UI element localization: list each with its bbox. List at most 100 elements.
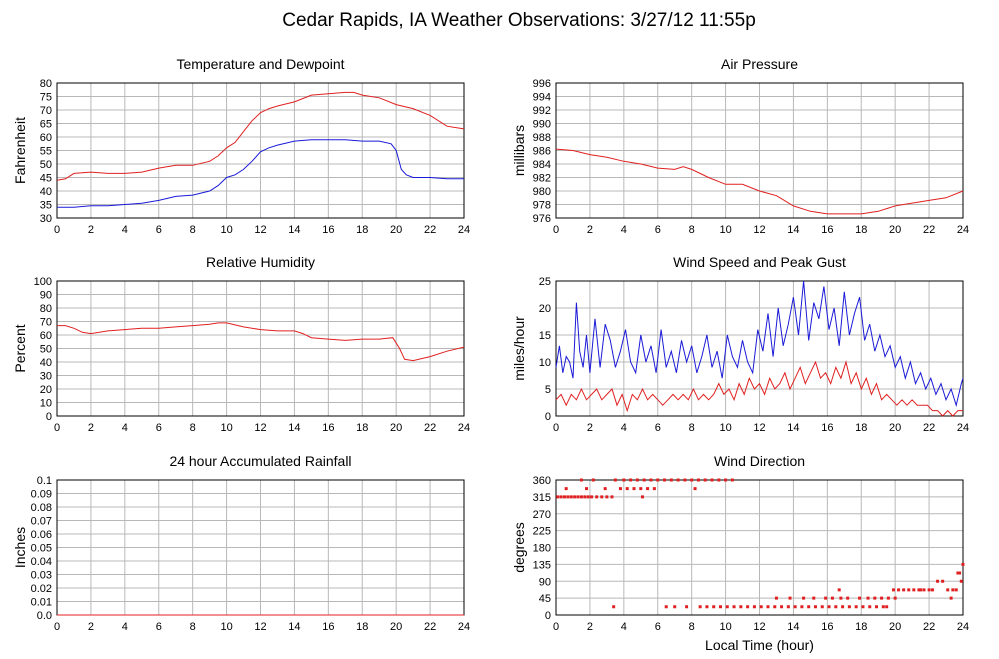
scatter-point — [922, 588, 926, 592]
y-tick-label: 10 — [539, 357, 551, 369]
y-tick-label: 15 — [539, 330, 551, 342]
scatter-point — [813, 605, 817, 609]
scatter-point — [941, 579, 945, 583]
scatter-point — [622, 478, 626, 482]
chart-rain: 0 2 4 6 8 10 12 14 16 18 20 22 240.00.010.020.030.04… — [12, 453, 470, 633]
y-tick-label: 10 — [40, 398, 52, 410]
x-tick-label: 20 — [390, 224, 402, 236]
y-tick-label: 986 — [533, 146, 551, 158]
series-line-red — [555, 360, 963, 417]
x-tick-label: 12 — [753, 422, 765, 434]
x-tick-label: 16 — [821, 422, 833, 434]
x-tick-label: 24 — [957, 224, 969, 236]
y-tick-label: 80 — [40, 78, 52, 90]
chart-direction: 0 2 4 6 8 10 12 14 16 18 20 22 240459013518022527031… — [511, 453, 969, 653]
scatter-point — [600, 495, 604, 499]
x-tick-label: 8 — [689, 621, 695, 633]
scatter-point — [698, 605, 702, 609]
scatter-point — [800, 605, 804, 609]
y-tick-label: 45 — [40, 173, 52, 185]
chart-pressure: 0 2 4 6 8 10 12 14 16 18 20 22 249769789809829849869… — [511, 56, 969, 236]
y-tick-label: 0 — [46, 411, 52, 423]
x-tick-label: 22 — [923, 621, 935, 633]
panel-title: Relative Humidity — [206, 254, 315, 270]
x-tick-label: 4 — [621, 224, 627, 236]
scatter-point — [936, 579, 940, 583]
scatter-point — [954, 588, 958, 592]
scatter-point — [579, 495, 583, 499]
y-tick-label: 70 — [40, 317, 52, 329]
y-axis-label: millibars — [511, 125, 527, 176]
scatter-point — [639, 487, 643, 491]
scatter-point — [875, 605, 879, 609]
x-tick-label: 0 — [553, 224, 559, 236]
y-tick-label: 976 — [533, 213, 551, 225]
x-tick-label: 10 — [719, 224, 731, 236]
y-axis-label: Inches — [12, 527, 28, 568]
x-tick-label: 14 — [787, 224, 799, 236]
y-axis-label: Percent — [12, 324, 28, 372]
scatter-point — [827, 605, 831, 609]
x-tick-label: 14 — [288, 224, 300, 236]
panel-title: Air Pressure — [721, 56, 798, 72]
scatter-point — [873, 596, 877, 600]
x-tick-label: 6 — [156, 621, 162, 633]
scatter-point — [595, 495, 599, 499]
x-tick-label: 8 — [689, 422, 695, 434]
x-tick-label: 24 — [458, 422, 470, 434]
scatter-point — [717, 478, 721, 482]
scatter-point — [885, 605, 889, 609]
scatter-point — [951, 588, 955, 592]
plot-frame — [555, 479, 964, 616]
scatter-point — [693, 487, 697, 491]
x-tick-label: 24 — [957, 621, 969, 633]
scatter-point — [752, 605, 756, 609]
x-tick-label: 12 — [254, 224, 266, 236]
scatter-point — [705, 605, 709, 609]
scatter-point — [586, 495, 590, 499]
x-tick-label: 4 — [122, 224, 128, 236]
scatter-point — [959, 579, 963, 583]
scatter-point — [788, 596, 792, 600]
y-tick-label: 30 — [40, 371, 52, 383]
x-tick-label: 4 — [621, 422, 627, 434]
x-tick-label: 16 — [821, 621, 833, 633]
x-tick-label: 0 — [553, 422, 559, 434]
scatter-point — [573, 495, 577, 499]
scatter-point — [880, 596, 884, 600]
y-tick-label: 30 — [40, 213, 52, 225]
y-tick-label: 70 — [40, 105, 52, 117]
panel-title: Wind Speed and Peak Gust — [673, 254, 846, 270]
x-tick-label: 22 — [923, 224, 935, 236]
scatter-point — [917, 588, 921, 592]
scatter-point — [618, 487, 622, 491]
y-tick-label: 270 — [533, 509, 551, 521]
y-tick-label: 45 — [539, 593, 551, 605]
scatter-point — [912, 588, 916, 592]
x-tick-label: 2 — [587, 422, 593, 434]
y-tick-label: 996 — [533, 78, 551, 90]
x-tick-label: 6 — [655, 621, 661, 633]
x-tick-label: 20 — [889, 621, 901, 633]
scatter-point — [773, 605, 777, 609]
scatter-point — [807, 605, 811, 609]
scatter-point — [841, 605, 845, 609]
y-tick-label: 80 — [40, 303, 52, 315]
scatter-point — [564, 487, 568, 491]
y-tick-label: 990 — [533, 119, 551, 131]
scatter-point — [590, 495, 594, 499]
scatter-point — [868, 605, 872, 609]
x-tick-label: 4 — [122, 422, 128, 434]
x-tick-label: 22 — [424, 224, 436, 236]
scatter-point — [837, 588, 841, 592]
x-tick-label: 20 — [390, 422, 402, 434]
scatter-point — [866, 596, 870, 600]
scatter-point — [774, 596, 778, 600]
y-tick-label: 988 — [533, 132, 551, 144]
x-tick-label: 22 — [424, 621, 436, 633]
scatter-point — [649, 478, 653, 482]
y-tick-label: 0.09 — [31, 489, 52, 501]
